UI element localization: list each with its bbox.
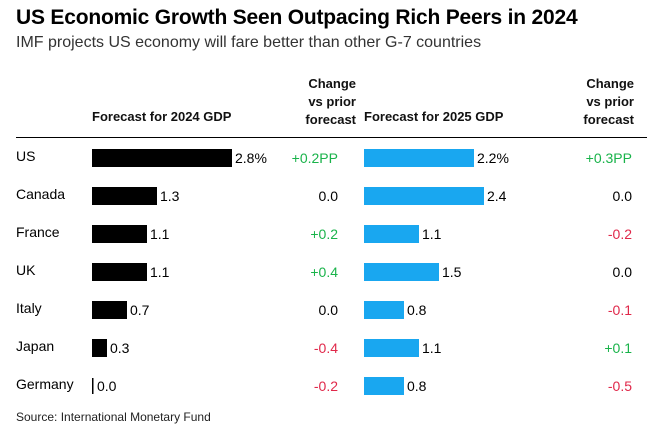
country-label: Japan [16,338,54,354]
change-label-2024: -0.2 [314,378,338,394]
bar-2025 [364,225,419,243]
change-label-2025: +0.3PP [586,150,632,166]
bar-2025 [364,149,474,167]
column-header-gdp2024: Forecast for 2024 GDP [92,109,232,124]
value-label-2024: 0.0 [97,378,117,394]
bar-2025 [364,187,484,205]
column-header-gdp2025: Forecast for 2025 GDP [364,109,504,124]
change-label-2025: -0.2 [608,226,632,242]
value-label-2025: 2.4 [487,188,507,204]
value-label-2024: 1.1 [150,264,170,280]
chart-title: US Economic Growth Seen Outpacing Rich P… [16,6,578,29]
bar-2024 [92,378,94,394]
change-label-2024: +0.2 [310,226,338,242]
bar-2024 [92,301,127,319]
bar-2024 [92,339,107,357]
column-header-change2024-line1: Change [308,76,356,91]
change-label-2025: +0.1 [604,340,632,356]
change-label-2024: +0.2PP [292,150,338,166]
value-label-2024: 1.3 [160,188,180,204]
country-label: US [16,148,35,164]
value-label-2024: 1.1 [150,226,170,242]
change-label-2025: -0.1 [608,302,632,318]
value-label-2025: 0.8 [407,378,427,394]
value-label-2024: 0.3 [110,340,130,356]
change-label-2025: -0.5 [608,378,632,394]
chart-table: US 2.8% +0.2PP 2.2% +0.3PP Canada 1.3 0.0 2.4 0.0… [16,148,633,395]
value-label-2025: 1.5 [442,264,462,280]
change-label-2024: -0.4 [314,340,338,356]
column-header-change2024: Change vs prior forecast [280,75,356,129]
column-header-change2025: Change vs prior forecast [558,75,634,129]
value-label-2025: 2.2% [477,150,509,166]
value-label-2025: 1.1 [422,340,442,356]
country-label: UK [16,262,36,278]
source-note: Source: International Monetary Fund [16,410,211,424]
change-label-2025: 0.0 [613,264,633,280]
bar-2025 [364,263,439,281]
change-label-2024: 0.0 [319,188,339,204]
column-header-change2025-line3: forecast [583,112,634,127]
country-label: Germany [16,376,74,392]
bar-2024 [92,187,157,205]
column-header-change2025-line1: Change [586,76,634,91]
country-label: Italy [16,300,42,316]
header-rule [16,137,647,138]
bar-2025 [364,301,404,319]
change-label-2024: 0.0 [319,302,339,318]
bar-2025 [364,377,404,395]
column-header-change2025-line2: vs prior [586,94,634,109]
bar-2024 [92,149,232,167]
value-label-2024: 2.8% [235,150,267,166]
change-label-2024: +0.4 [310,264,338,280]
bar-2024 [92,263,147,281]
column-header-change2024-line2: vs prior [308,94,356,109]
value-label-2024: 0.7 [130,302,150,318]
country-label: France [16,224,60,240]
value-label-2025: 0.8 [407,302,427,318]
change-label-2025: 0.0 [613,188,633,204]
bar-2025 [364,339,419,357]
chart-subtitle: IMF projects US economy will fare better… [16,34,482,51]
column-header-change2024-line3: forecast [305,112,356,127]
bar-2024 [92,225,147,243]
value-label-2025: 1.1 [422,226,442,242]
country-label: Canada [16,186,65,202]
